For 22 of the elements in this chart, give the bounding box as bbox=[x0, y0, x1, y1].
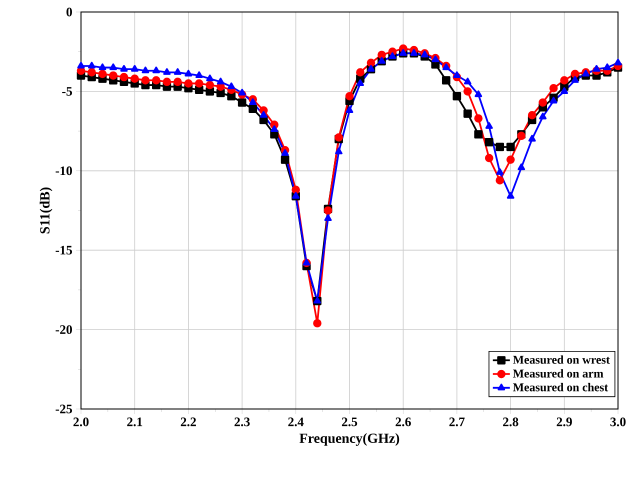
x-tick-label: 2.1 bbox=[127, 418, 142, 426]
x-tick-label: 2.2 bbox=[180, 418, 196, 426]
x-tick-label: 2.4 bbox=[288, 418, 304, 426]
x-tick-label: 2.8 bbox=[503, 418, 518, 426]
x-tick-label: 2.6 bbox=[396, 418, 411, 426]
y-tick-label: 0 bbox=[66, 8, 72, 16]
y-tick-label: -25 bbox=[56, 404, 72, 414]
legend-label: Measured on chest bbox=[512, 382, 608, 392]
x-tick-label: 3.0 bbox=[610, 418, 626, 426]
x-tick-label: 2.0 bbox=[73, 418, 89, 426]
x-tick-label: 2.3 bbox=[234, 418, 250, 426]
x-tick-label: 2.7 bbox=[449, 418, 465, 426]
y-tick-label: -10 bbox=[56, 166, 72, 176]
legend-label: Measured on arm bbox=[512, 369, 604, 378]
x-tick-label: 2.5 bbox=[342, 418, 358, 426]
y-tick-label: -5 bbox=[62, 87, 72, 96]
x-axis-title: Frequency(GHz) bbox=[300, 433, 400, 446]
legend-label: Measured on wrest bbox=[512, 355, 610, 364]
x-tick-label: 2.9 bbox=[556, 418, 572, 426]
y-axis-title: S11(dB) bbox=[40, 187, 52, 234]
y-tick-label: -20 bbox=[56, 325, 72, 334]
y-tick-label: -15 bbox=[56, 246, 72, 255]
